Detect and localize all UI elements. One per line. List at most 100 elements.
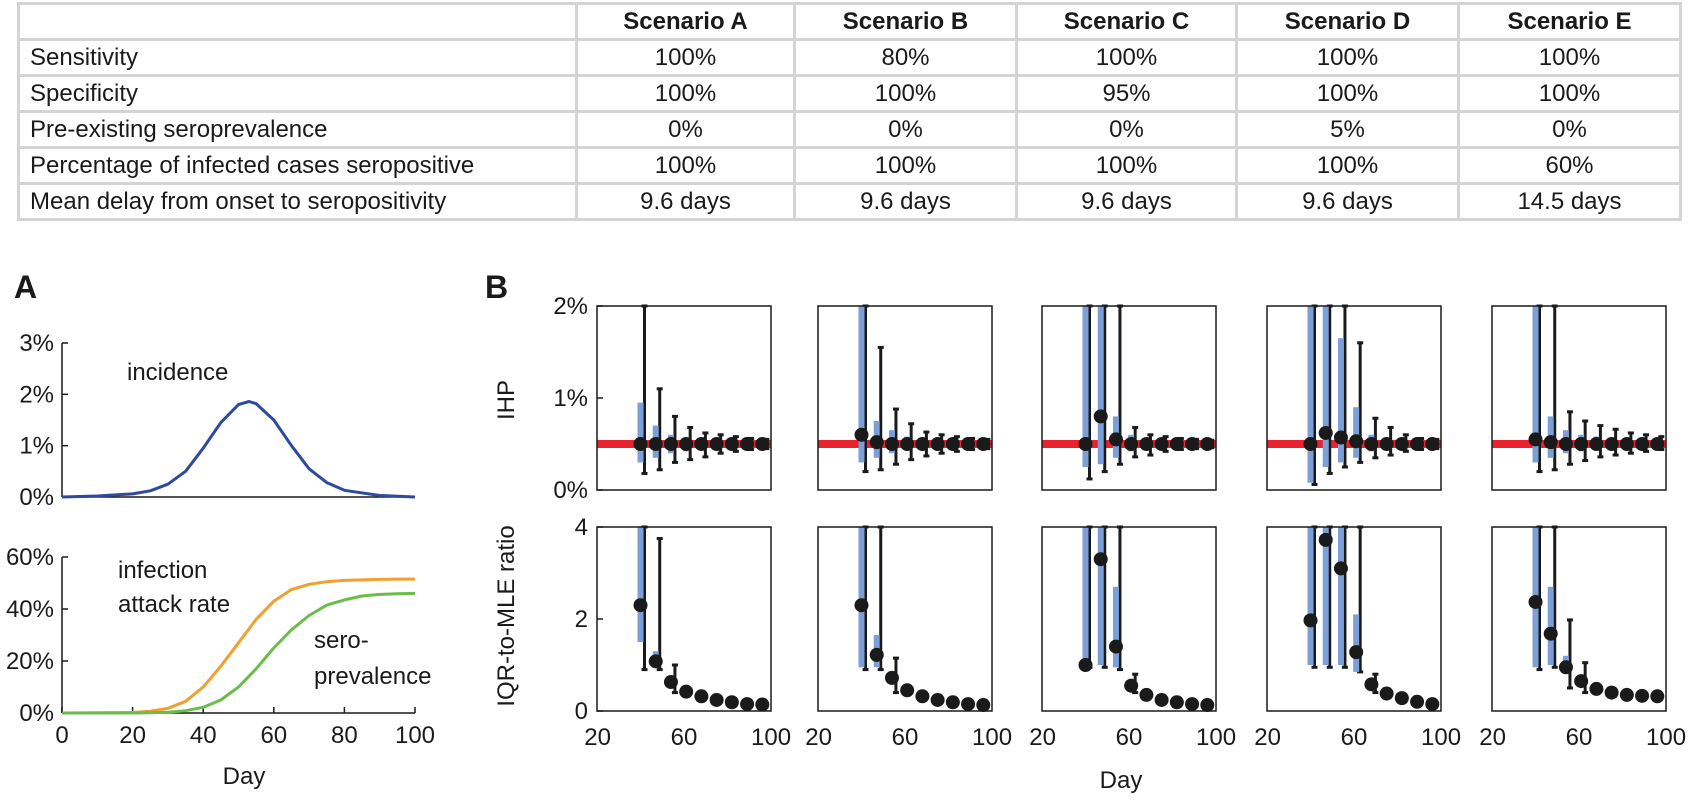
b-ratio-mle-point xyxy=(1093,552,1108,567)
b-ratio-mle-point xyxy=(915,689,930,704)
b-ihp-mle-point xyxy=(1574,437,1589,451)
b-x-tick-label: 20 xyxy=(1029,724,1056,751)
table-cell: 0% xyxy=(1457,110,1682,149)
b-ratio-mle-point xyxy=(1078,658,1093,672)
b-ratio-mle-point xyxy=(1154,692,1169,707)
b-ihp-frame xyxy=(1041,305,1217,491)
b-ratio-mle-point xyxy=(709,692,724,707)
panel-a-bottom: 0% 20% 40% 60% 0 20 40 60 80 100 xyxy=(6,544,435,749)
a-top-annotation: incidence xyxy=(127,359,228,386)
table-cell: 14.5 days xyxy=(1457,182,1682,221)
b-ihp-frame xyxy=(596,305,772,491)
table-cell: 100% xyxy=(575,146,796,185)
table-cell: 100% xyxy=(1015,146,1238,185)
b-ratio-iqr-bar xyxy=(1353,614,1360,672)
scenario-table: Scenario A Scenario B Scenario C Scenari… xyxy=(17,2,1682,221)
b-ratio-mle-point xyxy=(648,654,663,669)
b-ihp-mle-point xyxy=(1349,434,1364,449)
b-x-tick-label: 20 xyxy=(1254,724,1281,751)
table-row-label: Percentage of infected cases seropositiv… xyxy=(17,146,578,185)
b-ihp-y-tick-label: 2% xyxy=(553,293,588,320)
b-ratio-mle-point xyxy=(1139,687,1154,702)
b-x-tick-label: 60 xyxy=(671,724,698,751)
b-ihp-iqr-bar xyxy=(1322,306,1329,467)
a-top-series-line xyxy=(61,400,416,499)
b-ihp-mle-point xyxy=(1558,437,1573,451)
a-x-axis-label: Day xyxy=(223,763,266,790)
b-ratio-y-tick-label: 0 xyxy=(575,698,588,725)
b-ihp-iqr-bar xyxy=(1353,407,1360,458)
b-x-tick-label: 100 xyxy=(751,724,791,751)
a-bottom-series-line xyxy=(62,591,416,715)
table-row-label: Specificity xyxy=(17,74,578,113)
b-ihp-mle-point xyxy=(1093,409,1108,424)
table-cell: 60% xyxy=(1457,146,1682,185)
a-bottom-x-tick-label: 20 xyxy=(119,722,146,749)
b-row-label-ratio: IQR-to-MLE ratio xyxy=(493,525,520,706)
b-ihp-frame xyxy=(1266,305,1442,491)
table-cell: 100% xyxy=(793,74,1018,113)
b-ihp-mle-point xyxy=(1379,437,1394,451)
table-header-cell: Scenario E xyxy=(1457,2,1682,41)
a-bottom-y-tick-label: 40% xyxy=(6,596,54,623)
b-x-tick-label: 60 xyxy=(1566,724,1593,751)
b-x-tick-label: 20 xyxy=(805,724,832,751)
a-top-y-tick-label: 0% xyxy=(19,484,54,511)
b-ratio-iqr-bar xyxy=(1097,527,1104,665)
b-ihp-mle-point xyxy=(1333,430,1348,445)
b-ratio-frame xyxy=(1266,526,1442,712)
b-ihp-frame xyxy=(1491,305,1667,491)
b-ratio-iqr-bar xyxy=(1112,586,1119,668)
b-ihp-mle-point xyxy=(1604,437,1619,451)
b-ratio-mle-point xyxy=(1543,626,1558,641)
b-ratio-iqr-bar xyxy=(1307,527,1314,665)
table-cell: 100% xyxy=(575,38,796,77)
b-ihp-mle-point xyxy=(976,437,991,451)
b-ratio-mle-point xyxy=(1333,561,1348,576)
b-ratio-mle-point xyxy=(1394,691,1409,706)
panel-label-b: B xyxy=(485,269,508,305)
b-ratio-mle-point xyxy=(1410,694,1425,709)
table-row: Sensitivity 100% 80% 100% 100% 100% xyxy=(17,38,1682,77)
b-ihp-mle-point xyxy=(1589,437,1604,451)
table-row: Specificity 100% 100% 95% 100% 100% xyxy=(17,74,1682,113)
table-cell: 9.6 days xyxy=(1235,182,1460,221)
table-cell: 100% xyxy=(1235,74,1460,113)
b-ratio-mle-point xyxy=(633,598,648,613)
a-bottom-y-tick-label: 0% xyxy=(19,700,54,727)
b-ihp-mle-point xyxy=(1619,437,1634,451)
a-bottom-x-tick-label: 60 xyxy=(260,722,287,749)
b-ihp-y-tick-label: 0% xyxy=(553,477,588,504)
b-ratio-mle-point xyxy=(1589,681,1604,696)
table-cell: 80% xyxy=(793,38,1018,77)
b-ratio-frame xyxy=(817,526,993,712)
b-ihp-mle-point xyxy=(869,435,884,450)
table-cell: 100% xyxy=(1457,74,1682,113)
b-ihp-mle-point xyxy=(915,437,930,451)
a-bottom-x-tick-label: 40 xyxy=(190,722,217,749)
b-ihp-mle-point xyxy=(1650,437,1665,451)
b-ratio-mle-point xyxy=(869,647,884,662)
b-ratio-mle-point xyxy=(1650,689,1665,704)
b-x-tick-label: 20 xyxy=(584,724,611,751)
table-cell: 100% xyxy=(1015,38,1238,77)
b-x-axis-label: Day xyxy=(1100,767,1143,794)
table-row-label: Pre-existing seroprevalence xyxy=(17,110,578,149)
b-ihp-mle-point xyxy=(633,437,648,451)
table-cell: 9.6 days xyxy=(1015,182,1238,221)
b-ihp-iqr-bar xyxy=(1337,338,1344,463)
table-cell: 5% xyxy=(1235,110,1460,149)
table-cell: 9.6 days xyxy=(793,182,1018,221)
b-ihp-mle-point xyxy=(1543,435,1558,450)
b-x-tick-label: 60 xyxy=(1116,724,1143,751)
b-ihp-mle-point xyxy=(740,437,755,451)
b-ihp-mle-point xyxy=(1528,432,1543,447)
b-ratio-mle-point xyxy=(1635,688,1650,703)
table-cell: 0% xyxy=(793,110,1018,149)
table-row: Mean delay from onset to seropositivity … xyxy=(17,182,1682,221)
a-bottom-annotation: prevalence xyxy=(314,663,431,690)
table-header-cell: Scenario C xyxy=(1015,2,1238,41)
b-ihp-y-tick-label: 1% xyxy=(553,385,588,412)
b-ratio-mle-point xyxy=(663,675,678,690)
